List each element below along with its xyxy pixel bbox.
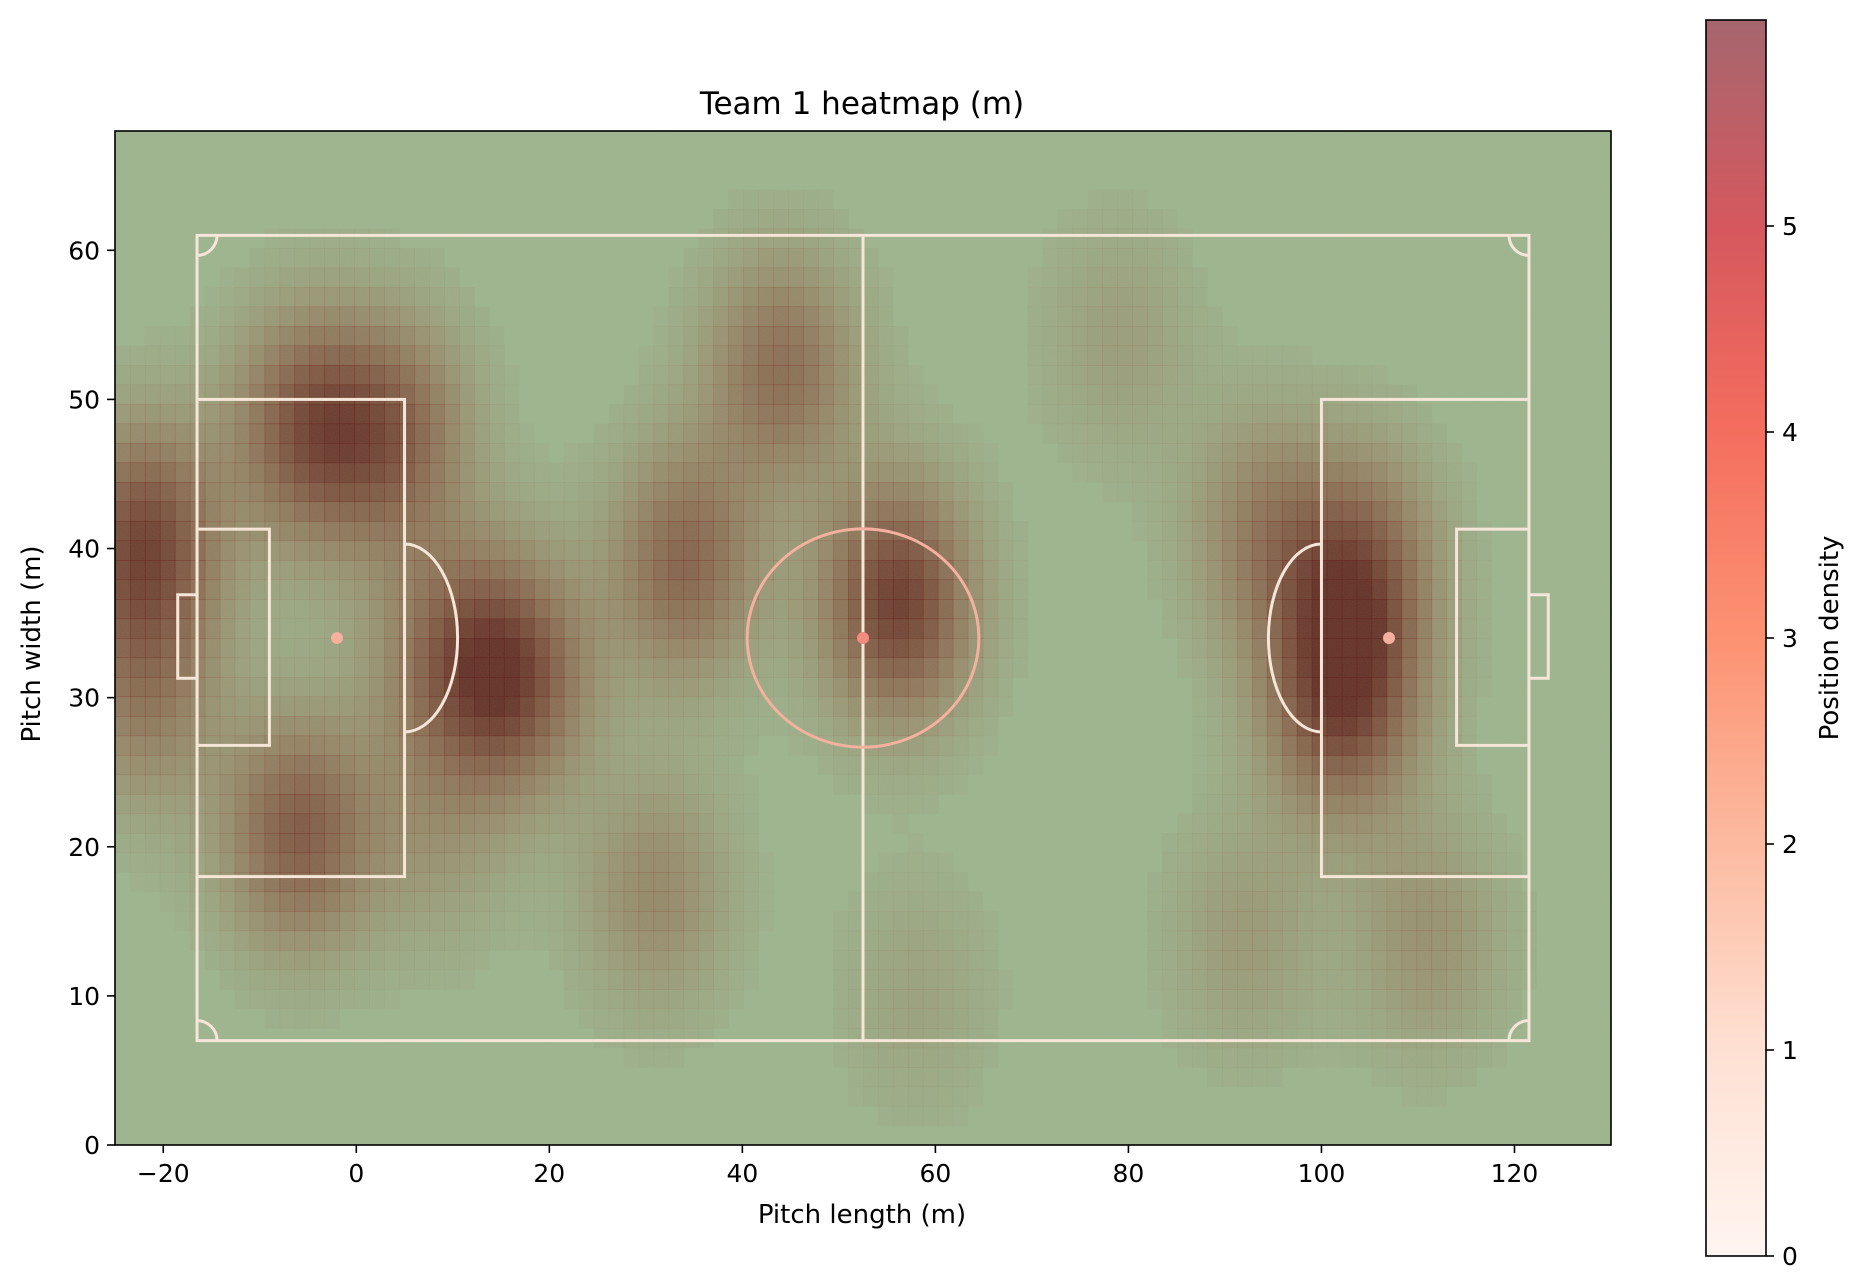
x-tick-label: 100 xyxy=(1298,1159,1346,1188)
x-tick-label: 60 xyxy=(919,1159,951,1188)
left-penalty-arc xyxy=(404,542,460,734)
y-tick-label: 40 xyxy=(68,535,100,564)
right-penalty-arc xyxy=(1266,542,1322,734)
corner-arc xyxy=(1507,235,1530,257)
y-axis: 0 10 20 30 40 50 60 xyxy=(68,236,115,1160)
left-penalty-spot xyxy=(330,632,343,644)
colorbar-tick-label: 0 xyxy=(1782,1242,1798,1271)
plot-area xyxy=(115,131,1611,1145)
colorbar-gradient xyxy=(1705,19,1767,1257)
y-tick-label: 60 xyxy=(68,236,100,265)
plot-frame xyxy=(114,130,1612,1146)
colorbar-tick-label: 4 xyxy=(1782,418,1798,447)
x-tick-label: −20 xyxy=(137,1159,190,1188)
x-axis: −20 0 20 40 60 80 100 120 xyxy=(137,1145,1538,1188)
colorbar: 0 1 2 3 4 5 Position density xyxy=(1705,19,1845,1271)
corner-arc xyxy=(1507,1019,1530,1041)
colorbar-tick-label: 5 xyxy=(1782,212,1798,241)
right-penalty-spot xyxy=(1383,632,1396,644)
center-circle xyxy=(745,527,981,749)
colorbar-label: Position density xyxy=(1815,536,1845,741)
x-tick-label: 40 xyxy=(726,1159,758,1188)
y-tick-label: 0 xyxy=(84,1131,100,1160)
colorbar-tick-label: 1 xyxy=(1782,1036,1798,1065)
y-tick-label: 50 xyxy=(68,385,100,414)
pitch-markings xyxy=(176,233,1550,1043)
y-tick-label: 20 xyxy=(68,833,100,862)
x-tick-label: 20 xyxy=(533,1159,565,1188)
colorbar-tick-label: 3 xyxy=(1782,624,1798,653)
corner-arc xyxy=(196,1019,219,1041)
corner-arc xyxy=(196,235,219,257)
x-tick-label: 80 xyxy=(1113,1159,1145,1188)
colorbar-ticks: 0 1 2 3 4 5 xyxy=(1766,212,1798,1271)
right-goal xyxy=(1527,593,1550,680)
y-tick-label: 30 xyxy=(68,684,100,713)
x-tick-label: 120 xyxy=(1491,1159,1539,1188)
y-tick-label: 10 xyxy=(68,982,100,1011)
y-axis-label: Pitch width (m) xyxy=(17,545,47,742)
left-goal xyxy=(176,593,199,680)
center-spot xyxy=(857,632,869,644)
x-axis-label: Pitch length (m) xyxy=(758,1200,966,1230)
chart-title: Team 1 heatmap (m) xyxy=(699,86,1024,122)
colorbar-tick-label: 2 xyxy=(1782,830,1798,859)
x-tick-label: 0 xyxy=(348,1159,364,1188)
